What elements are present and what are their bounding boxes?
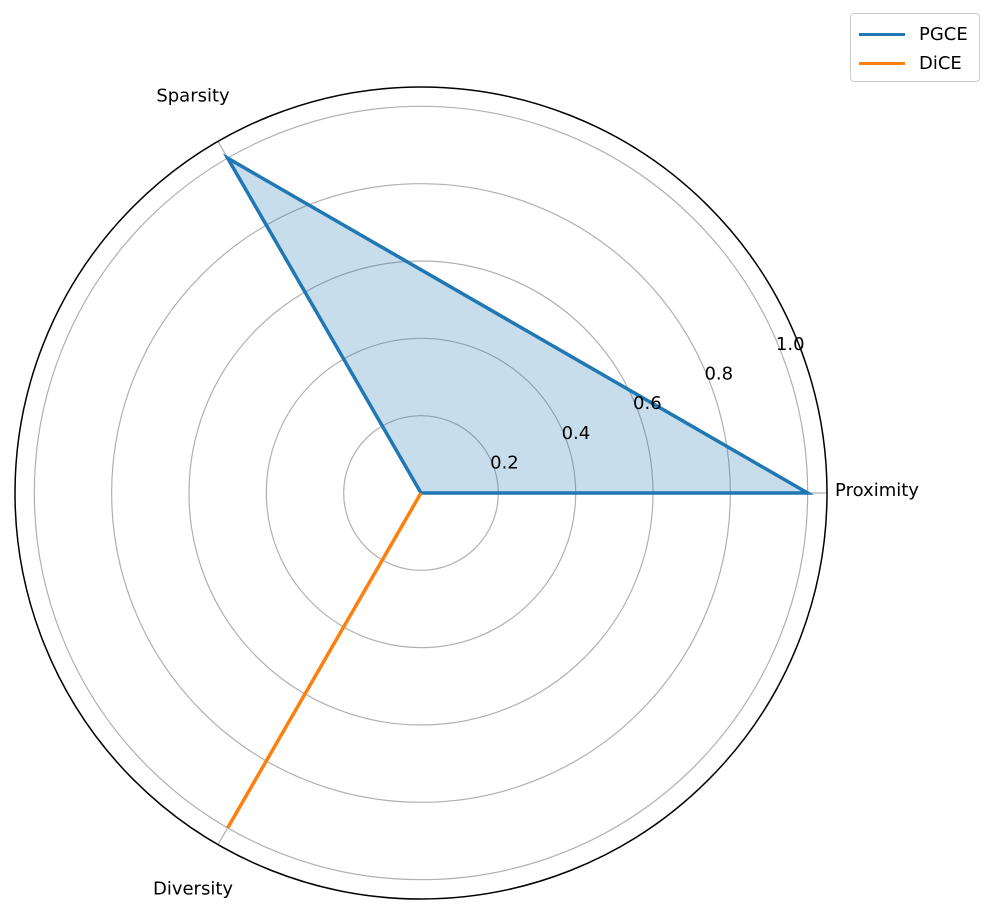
rtick-label-0: 0.2 (490, 452, 519, 473)
radial-tick-labels: 0.2 0.4 0.6 0.8 1.0 (490, 334, 804, 473)
rtick-label-2: 0.6 (633, 393, 662, 414)
rtick-label-4: 1.0 (776, 334, 805, 355)
series-line-pgce (222, 153, 815, 495)
legend-item-dice: DiCE (859, 52, 962, 74)
series-layer (222, 153, 815, 829)
rtick-label-3: 0.8 (704, 364, 733, 385)
legend: PGCE DiCE (850, 13, 980, 82)
legend-label-pgce: PGCE (919, 23, 968, 45)
legend-swatch-pgce (859, 32, 905, 36)
series-line-dice (226, 492, 423, 829)
axis-label-diversity: Diversity (153, 879, 233, 900)
axis-label-proximity: Proximity (835, 480, 919, 501)
axis-label-sparsity: Sparsity (156, 85, 230, 106)
legend-item-pgce: PGCE (859, 23, 968, 45)
axis-labels: Proximity Sparsity Diversity (153, 85, 919, 899)
polar-frame (14, 86, 828, 900)
legend-swatch-dice (859, 61, 905, 65)
legend-label-dice: DiCE (919, 52, 962, 74)
rtick-label-1: 0.4 (562, 423, 591, 444)
